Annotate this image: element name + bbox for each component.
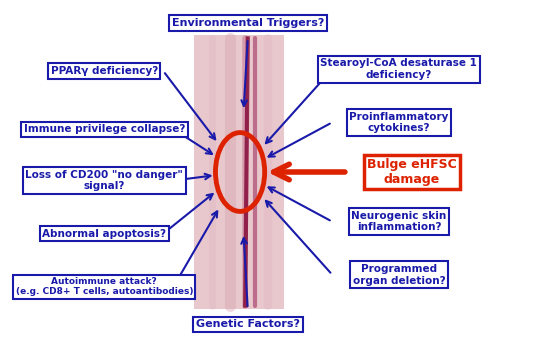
Text: Abnormal apoptosis?: Abnormal apoptosis? <box>43 229 166 239</box>
Text: Loss of CD200 "no danger"
signal?: Loss of CD200 "no danger" signal? <box>25 170 183 191</box>
Text: Autoimmune attack?
(e.g. CD8+ T cells, autoantibodies): Autoimmune attack? (e.g. CD8+ T cells, a… <box>16 277 193 297</box>
Text: Immune privilege collapse?: Immune privilege collapse? <box>24 124 185 134</box>
FancyBboxPatch shape <box>194 35 284 309</box>
Text: Bulge eHFSC
damage: Bulge eHFSC damage <box>367 158 457 186</box>
Text: Neurogenic skin
inflammation?: Neurogenic skin inflammation? <box>351 211 447 233</box>
Text: Environmental Triggers?: Environmental Triggers? <box>172 18 324 28</box>
Text: Genetic Factors?: Genetic Factors? <box>196 320 300 330</box>
Text: PPARγ deficiency?: PPARγ deficiency? <box>51 66 158 76</box>
Text: Proinflammatory
cytokines?: Proinflammatory cytokines? <box>349 111 449 133</box>
Text: Programmed
organ deletion?: Programmed organ deletion? <box>352 264 445 286</box>
Text: Stearoyl-CoA desaturase 1
deficiency?: Stearoyl-CoA desaturase 1 deficiency? <box>321 58 477 80</box>
